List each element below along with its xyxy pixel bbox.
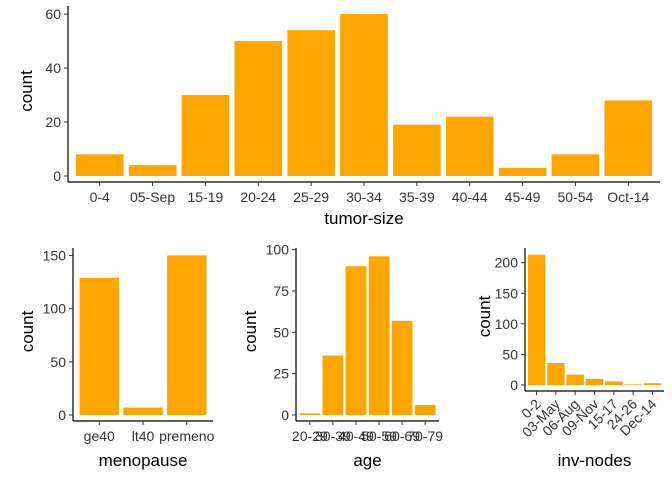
x-tick-label: 50-54 <box>558 189 594 205</box>
chart-panel-age: 0 25 50 75 100 20-2930-3940-4950-5960-6970-79… <box>241 242 443 470</box>
bar-0-2 <box>527 254 546 385</box>
x-tick-label: 40-44 <box>452 189 488 205</box>
x-tick-label: 70-79 <box>407 428 443 444</box>
chart-panel-menopause: 0 50 100 150 ge40 lt40 premeno menopause count <box>18 247 215 470</box>
x-tick-label: 0-4 <box>90 189 110 205</box>
x-tick-label: 35-39 <box>399 189 435 205</box>
y-tick-label: 60 <box>45 6 61 22</box>
y-tick-label: 50 <box>273 324 289 340</box>
x-tick-label: 40-49 <box>338 428 374 444</box>
x-tick-label: 20-29 <box>292 428 328 444</box>
bar-30-39 <box>322 355 344 415</box>
bar-35-39 <box>393 124 441 176</box>
x-tick-label: premeno <box>159 428 214 444</box>
y-tick-label: 150 <box>495 285 519 301</box>
bar-03-May <box>547 363 565 385</box>
bar-20-29 <box>299 413 321 415</box>
y-tick-label: 100 <box>43 301 67 317</box>
x-axis-title: tumor-size <box>324 209 403 228</box>
y-axis-title: count <box>18 310 37 352</box>
y-tick-label: 40 <box>45 60 61 76</box>
y-axis-title: count <box>241 310 260 352</box>
x-tick-label: 30-39 <box>315 428 351 444</box>
x-tick-label: lt40 <box>132 428 155 444</box>
bar-30-34 <box>340 14 388 176</box>
bar-15-19 <box>181 95 230 176</box>
bar-premeno <box>167 255 207 415</box>
bar-50-54 <box>551 154 600 176</box>
bar-ge40 <box>79 277 119 415</box>
y-tick-label: 200 <box>495 255 519 271</box>
x-axis-title: inv-nodes <box>558 451 632 470</box>
bar-Oct-14 <box>604 100 653 176</box>
x-tick-label: 30-34 <box>346 189 382 205</box>
y-tick-label: 50 <box>50 354 66 370</box>
bar-05-Sep <box>128 165 177 176</box>
x-axis-title: age <box>353 451 381 470</box>
y-tick-label: 75 <box>273 283 289 299</box>
y-tick-label: 25 <box>273 366 289 382</box>
bar-0-4 <box>75 154 124 176</box>
y-tick-label: 20 <box>45 114 61 130</box>
bar-50-59 <box>368 256 390 415</box>
y-tick-label: 0 <box>58 407 66 423</box>
bar-Dec-14 <box>643 383 662 385</box>
y-tick-label: 100 <box>495 316 519 332</box>
chart-panel-tumor-size: 0 20 40 60 0-4 05-Sep 15-19 20-24 25-29 30-34 35-3… <box>17 6 660 228</box>
y-tick-label: 0 <box>281 407 289 423</box>
bar-24-26 <box>624 384 642 385</box>
bar-20-24 <box>234 41 283 176</box>
y-tick-label: 0 <box>53 168 61 184</box>
chart-panel-inv-nodes: 0501001502000-203-May06-Aug09-Nov15-1724… <box>475 248 664 470</box>
x-tick-label: 25-29 <box>293 189 329 205</box>
bar-09-Nov <box>585 378 604 385</box>
x-axis-title: menopause <box>99 451 188 470</box>
x-tick-label: Oct-14 <box>607 189 649 205</box>
x-tick-label: 15-19 <box>188 189 224 205</box>
bar-40-44 <box>445 116 494 176</box>
y-tick-label: 50 <box>502 346 518 362</box>
x-tick-label: 05-Sep <box>130 189 175 205</box>
x-tick-label: ge40 <box>84 428 115 444</box>
bar-40-49 <box>345 266 367 415</box>
x-tick-label: 60-69 <box>384 428 420 444</box>
y-tick-label: 0 <box>510 377 518 393</box>
bar-15-17 <box>605 381 623 385</box>
y-tick-label: 150 <box>43 247 67 263</box>
y-axis-title: count <box>475 295 494 337</box>
bar-25-29 <box>287 30 335 176</box>
bar-60-69 <box>391 320 413 415</box>
bar-45-49 <box>498 167 547 176</box>
bar-lt40 <box>123 407 163 415</box>
x-tick-label: 20-24 <box>240 189 276 205</box>
bar-70-79 <box>414 405 436 415</box>
y-tick-label: 100 <box>266 242 290 258</box>
bar-06-Aug <box>566 374 584 385</box>
x-tick-label: 45-49 <box>505 189 541 205</box>
y-axis-title: count <box>17 70 36 112</box>
x-tick-label: 50-59 <box>361 428 397 444</box>
